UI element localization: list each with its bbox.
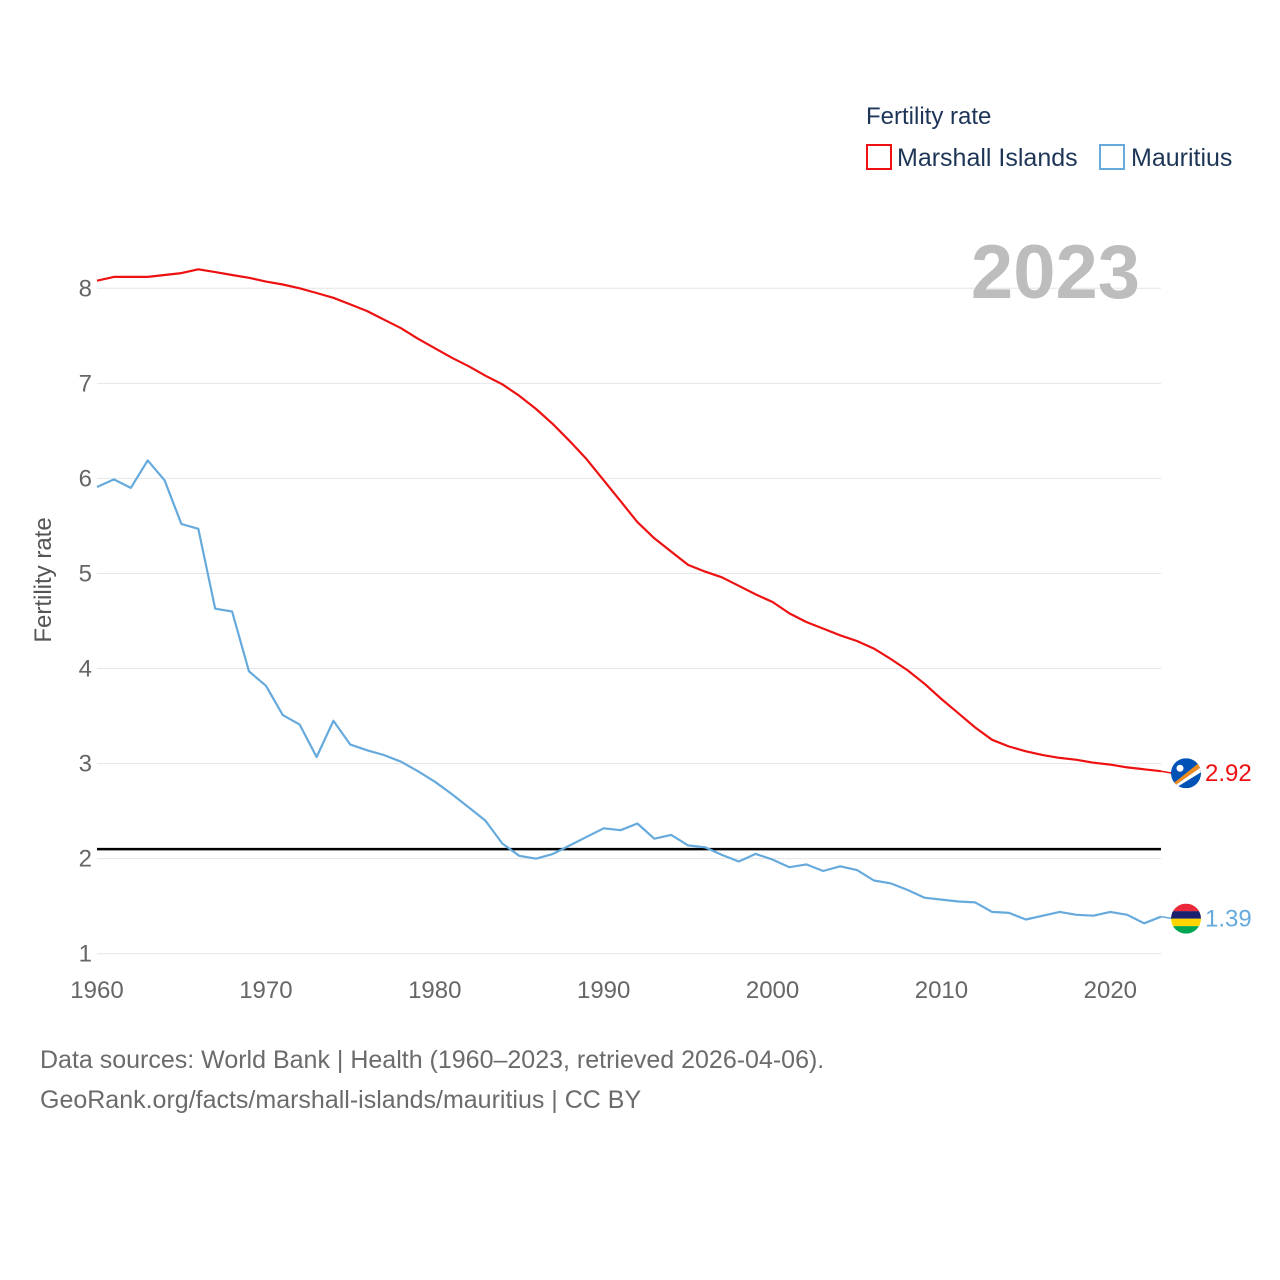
y-tick-label-3: 3 [79,751,92,778]
series-lines [96,268,1162,925]
legend-title: Fertility rate [866,103,991,130]
series-line-marshall-islands [96,268,1162,773]
legend-item-marshall-islands[interactable]: Marshall Islands [866,144,1078,172]
mauritius-flag-icon [1171,903,1201,934]
legend-swatch-mauritius [1099,144,1125,170]
year-watermark: 2023 [971,230,1140,315]
y-tick-label-2: 2 [79,846,92,873]
end-connector-marshall-islands [1160,770,1174,774]
end-labels: 2.92 1.39 [1160,758,1252,934]
x-tick-label-2010: 2010 [915,977,968,1004]
y-tick-label-7: 7 [79,370,92,397]
data-source-footer: Data sources: World Bank | Health (1960–… [40,1040,824,1120]
axis-ticks: 1 2 3 4 5 6 7 8 1960 1970 1980 1990 2000 2010 2020 [70,275,1137,1004]
y-tick-label-1: 1 [79,941,92,968]
x-tick-label-1990: 1990 [577,977,630,1004]
legend: Fertility rate Marshall Islands Mauritiu… [866,103,1232,172]
x-tick-label-2000: 2000 [746,977,799,1004]
attribution-link[interactable]: GeoRank.org/facts/marshall-islands/mauri… [40,1086,642,1114]
y-tick-label-6: 6 [79,465,92,492]
y-tick-label-4: 4 [79,656,92,683]
marshall-islands-flag-icon [1171,758,1201,789]
legend-label-marshall-islands: Marshall Islands [897,144,1078,172]
end-connector-mauritius [1160,915,1174,920]
y-tick-label-5: 5 [79,560,92,587]
end-value-label-mauritius: 1.39 [1205,906,1252,933]
y-axis-title: Fertility rate [30,517,57,642]
series-line-mauritius [96,459,1162,925]
x-tick-label-2020: 2020 [1084,977,1137,1004]
x-tick-label-1980: 1980 [408,977,461,1004]
y-tick-label-8: 8 [79,275,92,302]
source-line: Data sources: World Bank | Health (1960–… [40,1046,825,1074]
grid-lines [97,287,1161,955]
end-value-label-marshall-islands: 2.92 [1205,760,1252,787]
legend-swatch-marshall-islands [866,144,892,170]
x-tick-label-1960: 1960 [70,977,123,1004]
legend-item-mauritius[interactable]: Mauritius [1099,144,1232,172]
x-tick-label-1970: 1970 [239,977,292,1004]
legend-label-mauritius: Mauritius [1131,144,1232,172]
